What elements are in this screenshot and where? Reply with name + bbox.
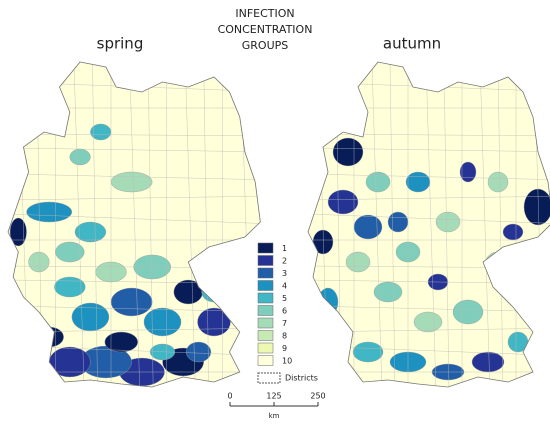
- title-line: GROUPS: [242, 39, 289, 52]
- district-border: [147, 62, 154, 387]
- legend-swatch: [257, 330, 274, 341]
- district: [149, 343, 176, 361]
- title-line: CONCENTRATION: [218, 23, 313, 36]
- district-border: [389, 62, 396, 387]
- district: [34, 326, 64, 348]
- legend-label: 8: [282, 332, 287, 341]
- district-border: [371, 62, 383, 387]
- district-border: [497, 62, 504, 387]
- map-spring: [7, 61, 261, 388]
- district: [110, 171, 153, 193]
- district-border: [425, 62, 437, 387]
- district: [185, 341, 212, 363]
- legend-label: 5: [282, 294, 287, 303]
- legend-label: 4: [282, 282, 287, 291]
- district: [487, 171, 509, 193]
- map-label: autumn: [383, 35, 441, 53]
- legend-swatch: [257, 317, 274, 329]
- district: [459, 161, 477, 183]
- legend-label: 10: [282, 357, 292, 366]
- map-autumn: [307, 61, 550, 388]
- district: [471, 351, 505, 373]
- scale-tick-label: 0: [227, 392, 232, 401]
- legend-swatch: [257, 280, 274, 291]
- district: [26, 201, 73, 223]
- district: [173, 279, 203, 305]
- district: [502, 223, 524, 241]
- district-border: [129, 62, 141, 387]
- title-line: INFECTION: [235, 7, 294, 20]
- district-border: [92, 62, 98, 387]
- legend-swatch: [257, 255, 274, 266]
- district-border: [308, 213, 550, 225]
- legend-swatch: [257, 342, 274, 354]
- district: [110, 287, 153, 317]
- district-border: [8, 195, 261, 201]
- legend-swatch: [257, 305, 274, 316]
- districts-label: Districts: [285, 374, 318, 383]
- district: [74, 221, 107, 243]
- district: [104, 331, 138, 353]
- legend-swatch: [257, 242, 274, 254]
- district-border: [479, 62, 491, 387]
- district: [413, 311, 443, 333]
- district: [387, 211, 409, 233]
- district-border: [184, 62, 196, 387]
- legend-label: 6: [282, 307, 287, 316]
- legend-swatch: [257, 292, 274, 304]
- district: [435, 211, 461, 233]
- district: [365, 171, 391, 193]
- districts-icon: [257, 372, 281, 384]
- district: [373, 281, 403, 303]
- legend-label: 3: [282, 269, 287, 278]
- district: [143, 307, 182, 337]
- scale-tick-label: 250: [310, 392, 325, 401]
- scale-unit: km: [269, 412, 280, 420]
- legend-label: 1: [282, 244, 287, 253]
- district: [405, 171, 431, 193]
- legend-label: 2: [282, 257, 287, 266]
- district-border: [8, 147, 261, 153]
- district-border: [73, 62, 85, 387]
- district: [353, 214, 383, 240]
- district: [452, 299, 484, 325]
- district: [485, 251, 511, 273]
- district-border: [8, 213, 261, 225]
- district-border: [8, 173, 261, 181]
- map-label: spring: [97, 35, 144, 53]
- scale-bar: 0 125 250 km: [227, 392, 325, 421]
- district: [201, 281, 227, 303]
- district: [71, 302, 110, 332]
- district-border: [308, 147, 550, 153]
- district-border: [8, 81, 261, 93]
- district: [345, 251, 371, 273]
- district: [352, 341, 384, 363]
- district-border: [203, 62, 210, 387]
- district: [523, 188, 550, 226]
- district: [28, 251, 50, 273]
- district: [9, 217, 27, 247]
- legend: 1 2 3 4 5 6 7 8 9 10: [257, 242, 292, 366]
- legend-label: 9: [282, 344, 287, 353]
- district-border: [308, 195, 550, 201]
- legend-swatch: [257, 355, 274, 366]
- district-border: [308, 173, 550, 181]
- district: [327, 189, 359, 215]
- district-border: [259, 62, 261, 387]
- legend-swatch: [257, 267, 274, 279]
- district: [69, 148, 91, 166]
- legend-label: 7: [282, 319, 287, 328]
- district: [507, 331, 529, 353]
- district: [54, 276, 86, 298]
- scale-tick-label: 125: [266, 392, 281, 401]
- district-border: [443, 62, 450, 387]
- district: [332, 137, 364, 167]
- district: [197, 307, 231, 337]
